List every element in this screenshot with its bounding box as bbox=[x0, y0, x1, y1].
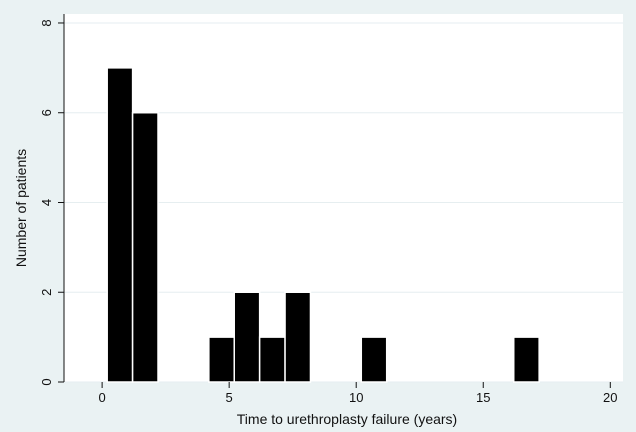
y-tick-label: 8 bbox=[39, 19, 54, 26]
y-ticks: 0 2 4 6 8 bbox=[39, 19, 64, 386]
y-axis-title: Number of patients bbox=[13, 149, 29, 267]
bar-7 bbox=[512, 336, 540, 383]
y-tick-label: 6 bbox=[39, 109, 54, 116]
bars bbox=[106, 67, 540, 383]
bar-0 bbox=[106, 67, 134, 383]
x-tick-label: 20 bbox=[603, 390, 617, 405]
x-axis-title: Time to urethroplasty failure (years) bbox=[237, 411, 457, 427]
y-tick-label: 2 bbox=[39, 289, 54, 296]
bar-4 bbox=[258, 336, 286, 383]
x-ticks: 0 5 10 15 20 bbox=[98, 382, 618, 405]
bar-1 bbox=[131, 111, 159, 383]
x-tick-label: 5 bbox=[226, 390, 233, 405]
bar-5 bbox=[284, 291, 312, 383]
x-tick-label: 15 bbox=[476, 390, 490, 405]
bar-6 bbox=[360, 336, 388, 383]
y-tick-label: 4 bbox=[39, 199, 54, 206]
x-tick-label: 0 bbox=[98, 390, 105, 405]
bar-3 bbox=[233, 291, 261, 383]
bar-2 bbox=[208, 336, 235, 383]
y-tick-label: 0 bbox=[39, 378, 54, 385]
x-tick-label: 10 bbox=[349, 390, 363, 405]
